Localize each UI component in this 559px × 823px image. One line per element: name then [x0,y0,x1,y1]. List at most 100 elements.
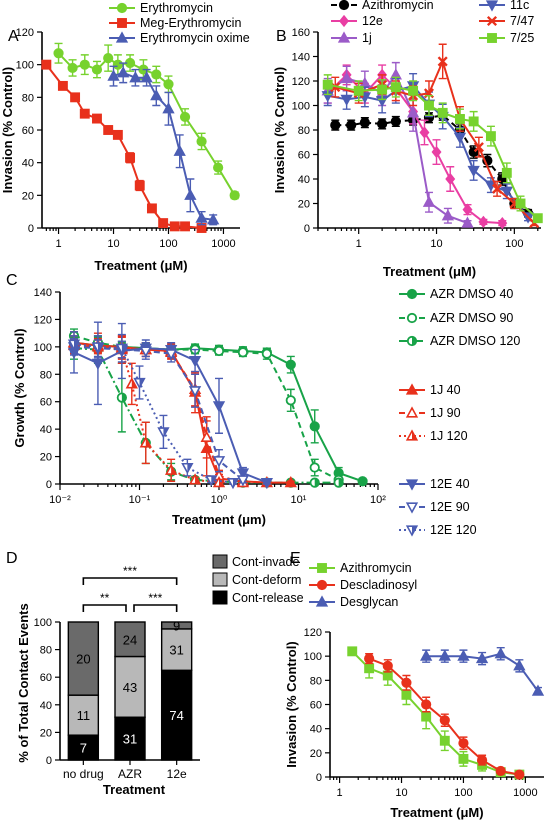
data-point-fill [97,343,103,352]
data-point [438,649,451,661]
y-tick-label: 160 [292,27,310,39]
data-point [330,120,341,131]
data-point-fill [163,428,169,437]
data-point [163,79,174,90]
x-axis-title: Treatment (μM) [390,805,483,820]
series-line [351,650,520,776]
data-point [188,386,202,398]
x-tick-label: AZR [118,767,142,781]
data-point [164,349,178,361]
data-point [146,203,157,214]
legend-label: 1j [362,31,372,45]
y-tick-label: 20 [310,748,322,760]
data-point [112,59,123,70]
x-tick-label: 10 [430,238,442,250]
series-meg-erythromycin [41,59,207,233]
bracket-line [82,604,127,612]
series-7-25 [322,74,543,224]
data-point [70,92,81,103]
data-point-fill [121,393,127,402]
y-tick-label: 100 [292,101,310,113]
data-point [514,769,525,780]
significance-label: *** [123,564,137,578]
bar-value-label: 9 [173,618,180,633]
legend-label: 12e [362,14,383,28]
data-point [340,71,353,84]
legend-label: 12E 40 [430,477,470,491]
legend-marker [115,31,129,43]
data-point [125,152,136,163]
data-point [284,475,297,488]
x-tick-label: 1 [356,238,362,250]
data-point [285,395,296,406]
data-point [79,108,90,119]
data-point [180,221,190,232]
data-point [162,102,175,114]
bar-segment [67,694,100,736]
y-tick-label: 60 [310,700,322,712]
y-tick-label: 20 [40,452,52,464]
data-point [195,211,208,223]
data-point [346,120,357,131]
legend-marker [117,18,127,28]
data-point [92,113,102,124]
y-tick-label: 120 [16,27,34,39]
y-tick-label: 0 [28,223,34,235]
data-point [439,715,450,726]
legend-item: AZR DMSO 120 [399,334,520,348]
data-point [364,663,375,674]
data-point [41,59,52,70]
data-point [79,59,90,70]
data-point [406,106,420,118]
y-tick-label: 40 [310,724,322,736]
y-tick-label: 20 [40,727,52,739]
legend-marker [487,33,497,43]
data-point [150,89,163,101]
legend-marker [316,579,328,591]
data-point [501,167,512,178]
legend-label: Cont-deform [232,573,301,587]
data-point [322,79,333,90]
bar-value-label: 31 [169,643,183,658]
panel-d: D 0 20 40 60 80 100 7 11 20 no drug 31 43 24 AZR 74 31 9 1… [6,550,304,797]
data-point [236,475,250,487]
y-tick-label: 80 [298,125,310,137]
data-point [91,64,103,75]
legend-marker [405,383,419,395]
data-point [500,186,513,198]
x-tick-label: 10⁻² [49,494,71,506]
data-point [422,195,436,207]
data-point [401,677,412,688]
x-tick-label: 10 [107,238,119,250]
y-tick-label: 0 [304,223,310,235]
legend-item: Descladinosyl [309,578,417,592]
data-point [377,84,388,95]
data-point [107,69,120,81]
y-tick-label: 100 [16,60,34,72]
data-point [67,62,78,74]
y-axis-title: % of Total Contact Events [16,603,31,762]
data-point [261,348,272,359]
data-point [140,71,153,83]
data-point [377,118,388,129]
data-point [260,478,274,490]
data-point [390,82,401,93]
y-tick-label: 20 [22,190,34,202]
data-point-fill [195,474,200,484]
data-point [212,456,226,468]
legend-item: 1j [331,31,372,45]
data-point [57,80,68,91]
legend-label: Erythromycin oxime [140,31,250,45]
x-tick-label: 10¹ [291,494,307,506]
legend-item: Cont-invade [212,554,299,569]
data-point [431,145,442,159]
data-point [359,117,370,128]
y-tick-label: 0 [46,479,52,491]
bar-segment [67,621,100,696]
data-point [532,213,543,224]
data-point [461,216,474,228]
data-point [437,56,448,67]
data-point [117,66,130,78]
series-line [73,344,244,484]
